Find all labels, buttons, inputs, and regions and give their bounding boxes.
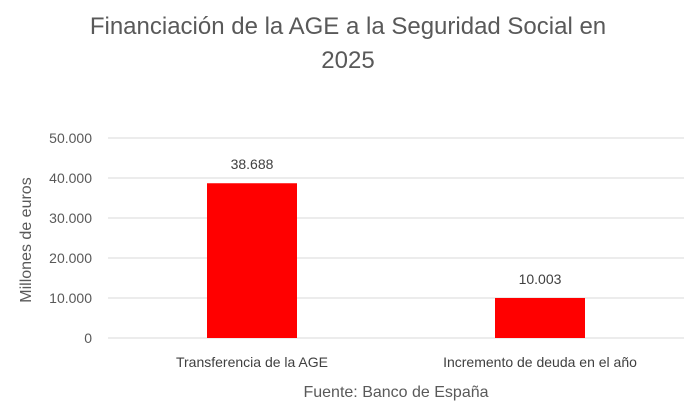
y-tick-label: 20.000 <box>49 250 92 266</box>
y-tick-label: 0 <box>84 330 92 346</box>
y-tick-label: 40.000 <box>49 170 92 186</box>
data-labels: 38.688 10.003 <box>231 156 562 287</box>
y-tick-label: 50.000 <box>49 130 92 146</box>
bar <box>495 297 585 338</box>
chart-title-line-2: 2025 <box>321 47 375 74</box>
y-axis-ticks: 0 10.000 20.000 30.000 40.000 50.000 <box>49 130 92 346</box>
chart-title-line-1: Financiación de la AGE a la Seguridad So… <box>89 13 607 40</box>
x-category-label: Transferencia de la AGE <box>176 354 328 370</box>
y-tick-label: 10.000 <box>49 290 92 306</box>
x-axis-categories: Transferencia de la AGE Incremento de deu… <box>176 354 637 370</box>
y-axis-title: Millones de euros <box>18 177 35 302</box>
y-tick-label: 30.000 <box>49 210 92 226</box>
bar-data-label: 10.003 <box>519 271 562 287</box>
bars <box>207 183 585 338</box>
gridlines <box>108 137 684 339</box>
x-category-label: Incremento de deuda en el año <box>443 354 637 370</box>
chart-title: Financiación de la AGE a la Seguridad So… <box>0 10 696 78</box>
bar-data-label: 38.688 <box>231 156 274 172</box>
bar <box>207 183 297 338</box>
source-note: Fuente: Banco de España <box>303 384 488 401</box>
